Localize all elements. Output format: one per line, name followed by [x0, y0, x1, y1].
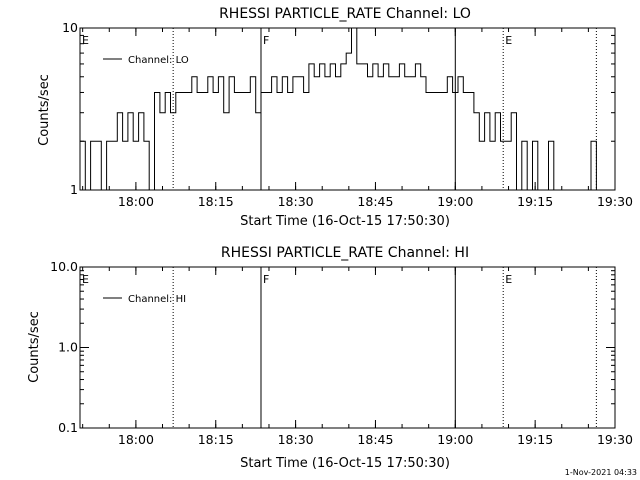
hi-channel-panel: RHESSI PARTICLE_RATE Channel: HI Counts/…	[27, 245, 633, 471]
legend-label: Channel: HI	[128, 294, 186, 305]
plot-frame	[79, 266, 616, 429]
y-axis-label: Counts/sec	[27, 311, 42, 383]
x-tick-label: 18:15	[198, 432, 234, 447]
event-marker-label: E	[82, 34, 89, 47]
y-tick-label: 10.0	[50, 259, 78, 274]
x-tick-label: 18:30	[278, 432, 314, 447]
x-tick-label: 18:00	[118, 432, 154, 447]
y-tick-label: 1.0	[58, 340, 78, 355]
x-tick-label: 19:00	[437, 432, 473, 447]
y-tick-label: 10	[62, 20, 78, 35]
y-tick-label: 0.1	[58, 420, 78, 435]
chart-title: RHESSI PARTICLE_RATE Channel: HI	[221, 245, 469, 261]
x-tick-label: 19:30	[597, 194, 633, 209]
x-tick-label: 19:30	[597, 432, 633, 447]
event-marker-label: E	[82, 273, 89, 286]
x-tick-label: 18:30	[278, 194, 314, 209]
x-tick-label: 18:00	[118, 194, 154, 209]
event-marker-label: E	[505, 34, 512, 47]
series-line-channel-lo	[80, 27, 615, 191]
timestamp: 1-Nov-2021 04:33	[565, 468, 637, 477]
y-tick-label: 1	[70, 182, 78, 197]
event-marker-label: F	[263, 273, 269, 286]
legend-label: Channel: LO	[128, 55, 189, 66]
event-marker-label: F	[263, 34, 269, 47]
x-tick-label: 18:45	[357, 432, 393, 447]
x-tick-label: 19:00	[437, 194, 473, 209]
x-axis-label: Start Time (16-Oct-15 17:50:30)	[240, 456, 450, 471]
x-tick-label: 18:45	[357, 194, 393, 209]
chart-title: RHESSI PARTICLE_RATE Channel: LO	[219, 6, 471, 22]
x-tick-label: 19:15	[517, 432, 553, 447]
y-axis-label: Counts/sec	[37, 74, 52, 146]
x-tick-label: 19:15	[517, 194, 553, 209]
lo-channel-panel: RHESSI PARTICLE_RATE Channel: LO Counts/…	[37, 6, 633, 229]
x-tick-label: 18:15	[198, 194, 234, 209]
x-axis-label: Start Time (16-Oct-15 17:50:30)	[240, 214, 450, 229]
event-marker-label: E	[505, 273, 512, 286]
plot-frame	[79, 27, 616, 191]
